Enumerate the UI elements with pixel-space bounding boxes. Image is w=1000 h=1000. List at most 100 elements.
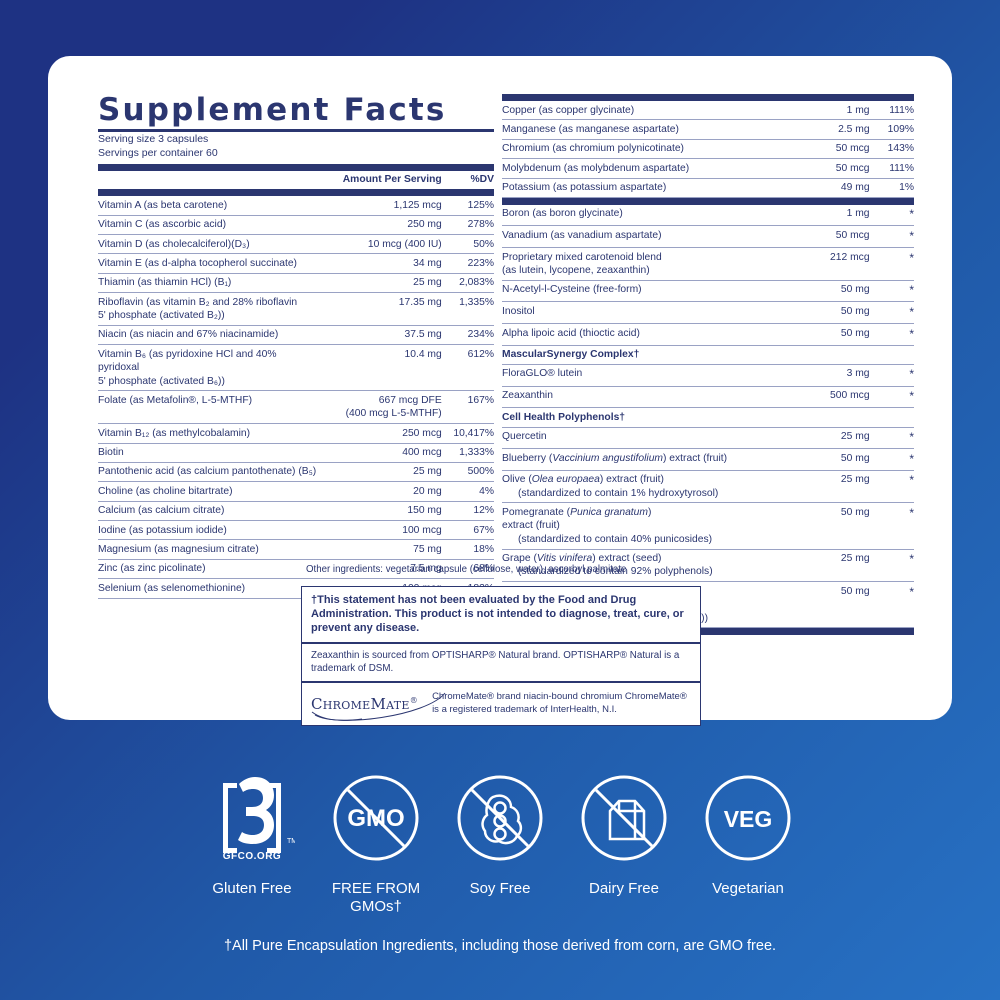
gluten-free-gfco-icon: GFCO.ORG TM <box>190 770 314 866</box>
badge-free-from-gmos: GMO FREE FROM GMOs† <box>314 770 438 916</box>
table-row: Quercetin 25 mg * <box>502 427 914 450</box>
ingredient-daily-value: 1,335% <box>441 292 494 326</box>
ingredient-name: Niacin (as niacin and 67% niacinamide) <box>98 325 330 346</box>
facts-rows-left: Vitamin A (as beta carotene) 1,125 mcg 125… <box>98 196 494 599</box>
ingredient-daily-value: 10,417% <box>441 423 494 444</box>
ingredient-amount: 50 mcg <box>762 158 870 179</box>
ingredient-amount: 50 mg <box>762 581 870 629</box>
ingredient-name: Folate (as Metafolin®, L-5-MTHF) <box>98 390 330 425</box>
facts-rows-macular: FloraGLO® lutein 3 mg * Zeaxanthin 500 mcg * <box>502 364 914 409</box>
badge-label: Gluten Free <box>212 880 292 897</box>
ingredient-name: FloraGLO® lutein <box>502 364 763 387</box>
ingredient-daily-value: * <box>869 502 914 550</box>
ingredient-amount: 25 mg <box>762 549 870 583</box>
table-row: Grape (Vitis vinifera) extract (seed) (st… <box>502 549 914 583</box>
no-dairy-icon <box>562 770 686 866</box>
facts-rows-right-minerals: Copper (as copper glycinate) 1 mg 111% Mang… <box>502 101 914 198</box>
ingredient-name: Thiamin (as thiamin HCl) (B₁) <box>98 273 330 294</box>
servings-per-container: Servings per container 60 <box>98 146 218 159</box>
table-row: Choline (as choline bitartrate) 20 mg 4% <box>98 481 494 502</box>
ingredient-name: Chromium (as chromium polynicotinate) <box>502 139 763 160</box>
ingredient-amount: 75 mg <box>329 539 442 560</box>
ingredient-name: Iodine (as potassium iodide) <box>98 520 330 541</box>
ingredient-amount: 667 mcg DFE (400 mcg L-5-MTHF) <box>329 390 442 425</box>
certification-badges: GFCO.ORG TM Gluten Free GMO FREE FROM GM… <box>0 770 1000 916</box>
ingredient-amount: 25 mg <box>329 462 442 483</box>
ingredient-amount: 250 mg <box>329 215 442 236</box>
ingredient-amount: 25 mg <box>762 427 870 450</box>
table-row: Zeaxanthin 500 mcg * <box>502 386 914 409</box>
ingredient-daily-value: 167% <box>441 390 494 425</box>
ingredient-name: Quercetin <box>502 427 763 450</box>
ingredient-amount: 17.35 mg <box>329 292 442 326</box>
ingredient-daily-value: * <box>869 323 914 346</box>
ingredient-name: Blueberry (Vaccinium angustifolium) extr… <box>502 448 763 471</box>
group-header-polyphenols: Cell Health Polyphenols† <box>502 408 914 428</box>
ingredient-amount: 50 mcg <box>762 139 870 160</box>
table-row: Vitamin D (as cholecalciferol)(D₃) 10 mcg… <box>98 234 494 255</box>
table-row: Pantothenic acid (as calcium pantothenat… <box>98 462 494 483</box>
table-row: Inositol 50 mg * <box>502 301 914 324</box>
ingredient-amount: 50 mg <box>762 301 870 324</box>
ingredient-name: Vanadium (as vanadium aspartate) <box>502 225 763 249</box>
table-row: Boron (as boron glycinate) 1 mg * <box>502 204 914 227</box>
other-ingredients-text: Other ingredients: vegetarian capsule (c… <box>306 564 627 575</box>
ingredient-amount: 10 mcg (400 IU) <box>329 234 442 255</box>
svg-text:GMO: GMO <box>347 805 404 832</box>
ingredient-amount: 34 mg <box>329 253 442 274</box>
supplement-facts-panel: Supplement Facts Serving size 3 capsules… <box>98 94 914 650</box>
ingredient-daily-value: * <box>869 301 914 324</box>
ingredient-daily-value: 18% <box>441 539 494 560</box>
no-gmo-icon: GMO <box>314 770 438 866</box>
ingredient-amount: 10.4 mg <box>329 344 442 392</box>
chromemate-logo: CHROMEMATE® <box>311 692 446 721</box>
ingredient-name: Choline (as choline bitartrate) <box>98 481 330 502</box>
ingredient-daily-value: 125% <box>441 196 494 216</box>
svg-text:VEG: VEG <box>724 806 773 832</box>
ingredient-daily-value: * <box>869 280 914 303</box>
table-row: Proprietary mixed carotenoid blend (as lu… <box>502 247 914 281</box>
ingredient-amount: 20 mg <box>329 481 442 502</box>
ingredient-name: N-Acetyl-l-Cysteine (free-form) <box>502 280 763 303</box>
table-row: Niacin (as niacin and 67% niacinamide) 37… <box>98 325 494 346</box>
table-row: Calcium (as calcium citrate) 150 mg 12% <box>98 501 494 522</box>
ingredient-name: Vitamin C (as ascorbic acid) <box>98 215 330 236</box>
ingredient-amount: 50 mcg <box>762 225 870 249</box>
supplement-facts-card: Supplement Facts Serving size 3 capsules… <box>48 56 952 726</box>
fda-statement-text: †This statement has not been evaluated b… <box>311 594 684 634</box>
ingredient-daily-value: * <box>869 549 914 583</box>
ingredient-name: Proprietary mixed carotenoid blend (as lu… <box>502 247 763 281</box>
badge-vegetarian: VEG Vegetarian <box>686 770 810 916</box>
ingredient-amount: 50 mg <box>762 448 870 471</box>
table-row: Vitamin B₁₂ (as methylcobalamin) 250 mcg 1… <box>98 423 494 444</box>
fda-statement-box: †This statement has not been evaluated b… <box>301 586 701 644</box>
ingredient-amount: 2.5 mg <box>762 119 870 140</box>
column-header-dv: %DV <box>470 174 494 186</box>
ingredient-daily-value: * <box>869 364 914 387</box>
svg-text:GFCO.ORG: GFCO.ORG <box>223 851 281 862</box>
ingredient-amount: 25 mg <box>329 273 442 294</box>
ingredient-daily-value: * <box>869 427 914 450</box>
badge-soy-free: Soy Free <box>438 770 562 916</box>
ingredient-amount: 500 mcg <box>762 386 870 409</box>
chromemate-text: ChromeMate® brand niacin-bound chromium … <box>432 691 687 715</box>
ingredient-daily-value: 50% <box>441 234 494 255</box>
ingredient-amount: 49 mg <box>762 178 870 198</box>
ingredient-name: Inositol <box>502 301 763 324</box>
vegetarian-icon: VEG <box>686 770 810 866</box>
ingredient-name: Manganese (as manganese aspartate) <box>502 119 763 140</box>
table-row: Zinc (as zinc picolinate) 7.5 mg 68% <box>98 559 494 580</box>
table-row: Vitamin B₆ (as pyridoxine HCl and 40% pyr… <box>98 344 494 392</box>
ingredient-name: Vitamin B₆ (as pyridoxine HCl and 40% pyr… <box>98 344 330 392</box>
ingredient-daily-value: 109% <box>869 119 914 140</box>
column-header-amount: Amount Per Serving <box>342 174 442 186</box>
ingredient-amount: 250 mcg <box>329 423 442 444</box>
bottom-footnote: †All Pure Encapsulation Ingredients, inc… <box>223 938 777 954</box>
ingredient-daily-value: 111% <box>869 158 914 179</box>
table-row: Copper (as copper glycinate) 1 mg 111% <box>502 101 914 121</box>
optisharp-text: Zeaxanthin is sourced from OPTISHARP® Na… <box>311 650 680 674</box>
ingredient-amount: 50 mg <box>762 323 870 346</box>
ingredient-daily-value: 223% <box>441 253 494 274</box>
ingredient-daily-value: 278% <box>441 215 494 236</box>
table-row: N-Acetyl-l-Cysteine (free-form) 50 mg * <box>502 280 914 303</box>
